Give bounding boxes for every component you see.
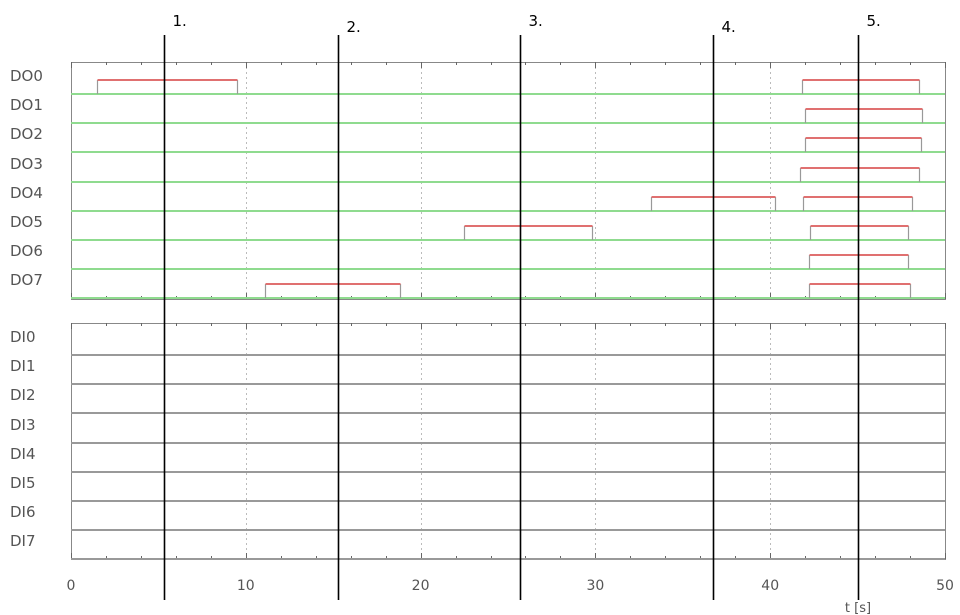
row-label-do1: DO1 (10, 96, 43, 114)
x-tick-label-0: 0 (67, 578, 76, 594)
row-label-do4: DO4 (10, 184, 43, 202)
pulse-do7-2 (808, 283, 912, 298)
row-label-di4: DI4 (10, 445, 36, 463)
row-label-di1: DI1 (10, 357, 36, 375)
time-marker-label-3: 3. (529, 12, 543, 30)
signal-baselines (71, 93, 945, 560)
pulse-do3-1 (799, 167, 921, 182)
row-label-di0: DI0 (10, 328, 36, 346)
time-marker-label-2: 2. (347, 18, 361, 36)
signal-pulses (96, 79, 924, 298)
time-marker-label-4: 4. (722, 18, 736, 36)
grid-layer (246, 62, 771, 559)
x-tick-label-10: 10 (237, 578, 255, 594)
x-tick-label-30: 30 (586, 578, 604, 594)
time-marker-label-5: 5. (867, 12, 881, 30)
axis-ticks (71, 62, 946, 559)
row-label-di2: DI2 (10, 386, 36, 404)
row-label-do2: DO2 (10, 125, 43, 143)
pulse-do0-1 (96, 79, 239, 94)
row-label-do6: DO6 (10, 242, 43, 260)
x-axis-title: t [s] (845, 601, 871, 615)
row-label-do0: DO0 (10, 67, 43, 85)
pulse-do7-1 (264, 283, 402, 298)
row-label-di5: DI5 (10, 474, 36, 492)
row-label-do5: DO5 (10, 213, 43, 231)
time-marker-label-1: 1. (173, 12, 187, 30)
row-label-do7: DO7 (10, 271, 43, 289)
row-label-di6: DI6 (10, 503, 36, 521)
pulse-do5-1 (463, 225, 594, 240)
row-labels: DO0 DO1 DO2 DO3 DO4 DO5 DO6 DO7 DI0 DI1 DI2 DI3 DI4 D… (10, 67, 43, 550)
row-label-di7: DI7 (10, 532, 36, 550)
panel-frame-inputs (71, 323, 946, 560)
x-tick-label-50: 50 (936, 578, 954, 594)
x-tick-label-20: 20 (412, 578, 430, 594)
pulse-do2-1 (804, 137, 923, 152)
row-label-do3: DO3 (10, 155, 43, 173)
x-tick-labels: 0 10 20 30 40 50 (67, 578, 954, 594)
pulse-do0-2 (801, 79, 921, 94)
time-markers: 1. 2. 3. 4. 5. (163, 12, 881, 600)
pulse-do1-1 (804, 108, 924, 123)
row-label-di3: DI3 (10, 416, 36, 434)
x-tick-label-40: 40 (761, 578, 779, 594)
pulse-do5-2 (809, 225, 910, 240)
